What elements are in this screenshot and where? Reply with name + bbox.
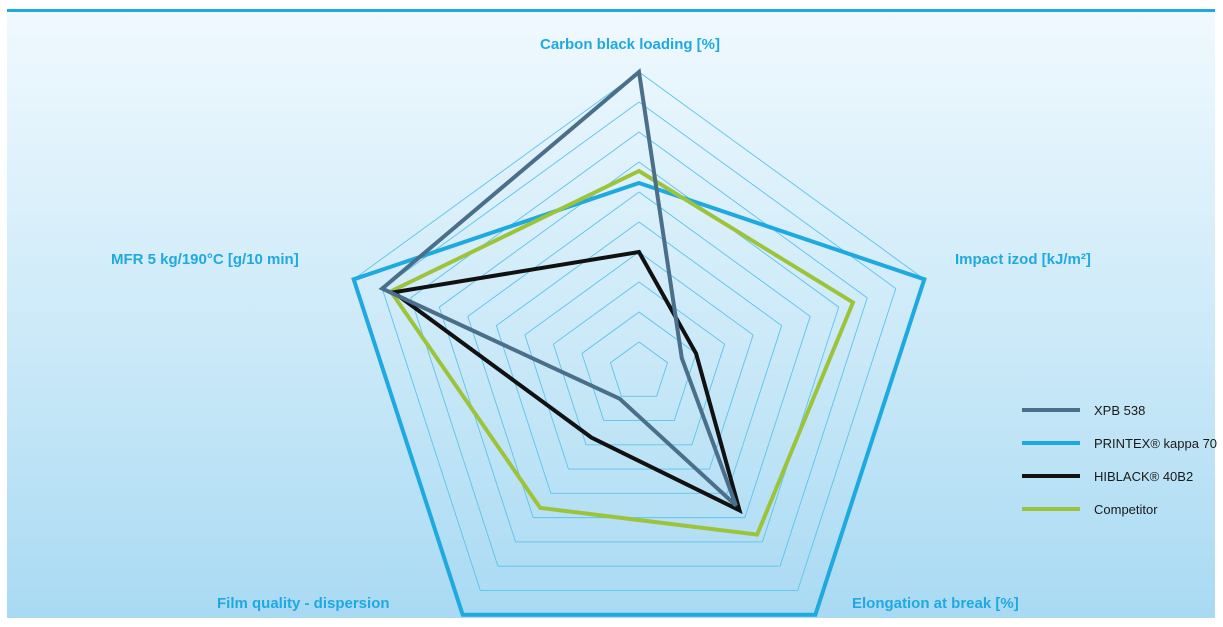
legend-swatch [1022,408,1080,412]
legend-swatch [1022,474,1080,478]
grid-ring [552,281,726,446]
grid-ring [467,191,811,519]
grid-ring [495,221,783,494]
series-line-hiblack-40b2 [388,249,743,515]
legend-label: HIBLACK® 40B2 [1094,468,1194,484]
legend-item-competitor: Competitor [1022,499,1158,519]
series-line-competitor [387,168,856,537]
radar-plot [351,68,927,617]
legend-item-hiblack-40b2: HIBLACK® 40B2 [1022,466,1193,486]
legend-swatch [1022,507,1080,511]
series-line-printex-kappa-70 [351,180,927,617]
axis-label-carbon-black-loading: Carbon black loading [%] [540,36,721,53]
axis-label-elongation-at-break: Elongation at break [%] [852,595,1019,612]
grid-ring [353,71,925,616]
grid-ring [581,311,697,421]
axis-label-film-quality-dispersion: Film quality - dispersion [217,595,390,612]
legend-item-printex-kappa-70: PRINTEX® kappa 70 [1022,433,1217,453]
grid-ring [609,341,669,397]
grid-ring [438,161,840,543]
legend-label: XPB 538 [1094,402,1146,418]
legend-label: PRINTEX® kappa 70 [1094,435,1218,451]
legend-label: Competitor [1094,501,1158,517]
axis-label-mfr: MFR 5 kg/190°C [g/10 min] [111,251,299,268]
legend-swatch [1022,441,1080,445]
grid-ring [381,101,897,591]
grid-ring [524,251,754,470]
axis-label-impact-izod: Impact izod [kJ/m²] [955,251,1091,268]
radar-chart: Carbon black loading [%] Impact izod [kJ… [7,9,1217,618]
legend-item-xpb-538: XPB 538 [1022,400,1145,420]
series-line-xpb-538 [378,68,738,507]
grid-ring [410,131,868,567]
